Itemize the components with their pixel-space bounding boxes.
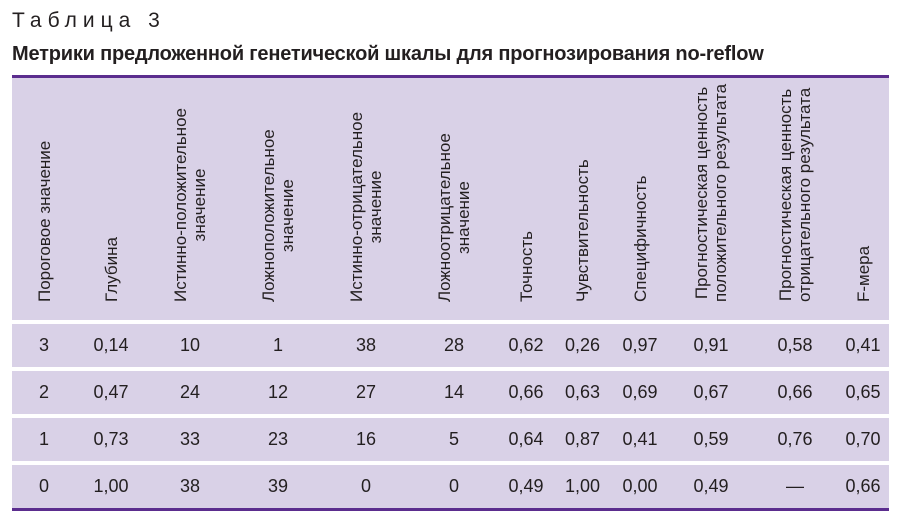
cell-sensitivity: 0,87 [564,429,601,449]
cell-f-measure: 0,65 [845,382,881,402]
cell-false-positive: 1 [272,335,283,355]
header-true-negative: Истинно-отрицательное значение [347,111,385,302]
header-ppv: Прогностическая ценность положительного р… [692,83,730,302]
cell-specificity: 0,69 [622,382,658,402]
cell-npv: 0,76 [777,429,813,449]
header-accuracy: Точность [516,231,536,302]
cell-sensitivity: 1,00 [564,476,601,496]
cell-depth: 1,00 [93,476,129,496]
cell-ppv: 0,49 [693,476,729,496]
header-sensitivity: Чувствительность [573,159,592,302]
cell-accuracy: 0,66 [508,382,544,402]
row-divider [12,461,889,465]
cell-depth: 0,47 [93,382,129,402]
cell-depth: 0,14 [93,335,129,355]
cell-f-measure: 0,66 [845,476,881,496]
table-header-row: Пороговое значение Глубина Истинно-полож… [12,78,889,320]
cell-specificity: 0,00 [622,476,658,496]
header-threshold: Пороговое значение [34,140,54,302]
cell-threshold: 3 [38,335,49,355]
cell-false-negative: 5 [448,429,459,449]
row-divider [12,414,889,418]
table-row: 0 1,00 38 39 0 0 0,49 1,00 0,00 0,49 — 0… [12,465,889,508]
cell-sensitivity: 0,26 [564,335,601,355]
cell-sensitivity: 0,63 [564,382,601,402]
table-caption: Таблица 3 [12,9,166,32]
cell-npv: 0,58 [777,335,813,355]
table-row: 1 0,73 33 23 16 5 0,64 0,87 0,41 0,59 0,… [12,418,889,461]
row-divider [12,320,889,324]
cell-ppv: 0,67 [693,382,729,402]
cell-false-negative: 0 [448,476,459,496]
cell-threshold: 2 [38,382,49,402]
table-title: Метрики предложенной генетической шкалы … [12,43,764,65]
cell-false-negative: 28 [443,335,465,355]
cell-true-positive: 10 [179,335,201,355]
cell-f-measure: 0,41 [845,335,881,355]
cell-false-positive: 12 [267,382,289,402]
cell-threshold: 0 [38,476,49,496]
cell-false-positive: 23 [267,429,289,449]
header-true-positive: Истинно-положительное значение [171,108,209,302]
metrics-table: Пороговое значение Глубина Истинно-полож… [12,75,889,511]
table-row: 2 0,47 24 12 27 14 0,66 0,63 0,69 0,67 0… [12,371,889,414]
cell-npv: — [786,476,804,496]
cell-true-negative: 38 [355,335,377,355]
row-divider [12,367,889,371]
cell-f-measure: 0,70 [845,429,881,449]
cell-npv: 0,66 [777,382,813,402]
header-f-measure: F-мера [853,245,873,302]
cell-true-negative: 16 [355,429,377,449]
cell-specificity: 0,41 [622,429,658,449]
header-npv: Прогностическая ценность отрицательного р… [776,87,814,302]
cell-accuracy: 0,49 [508,476,544,496]
cell-accuracy: 0,64 [508,429,544,449]
header-false-positive: Ложноположительное значение [259,129,297,302]
table-row: 3 0,14 10 1 38 28 0,62 0,26 0,97 0,91 0,… [12,324,889,367]
cell-true-positive: 38 [179,476,201,496]
cell-false-positive: 39 [267,476,289,496]
cell-ppv: 0,59 [693,429,729,449]
cell-false-negative: 14 [443,382,465,402]
cell-true-positive: 24 [179,382,201,402]
cell-true-negative: 27 [355,382,377,402]
cell-accuracy: 0,62 [508,335,544,355]
cell-depth: 0,73 [93,429,129,449]
header-depth: Глубина [101,237,121,302]
cell-threshold: 1 [38,429,49,449]
table-top-rule [12,75,889,78]
cell-true-negative: 0 [360,476,371,496]
cell-specificity: 0,97 [622,335,658,355]
cell-true-positive: 33 [179,429,201,449]
table-bottom-rule [12,508,889,511]
cell-ppv: 0,91 [693,335,729,355]
header-specificity: Специфичность [630,175,650,303]
header-false-negative: Ложноотрицательное значение [435,133,473,302]
